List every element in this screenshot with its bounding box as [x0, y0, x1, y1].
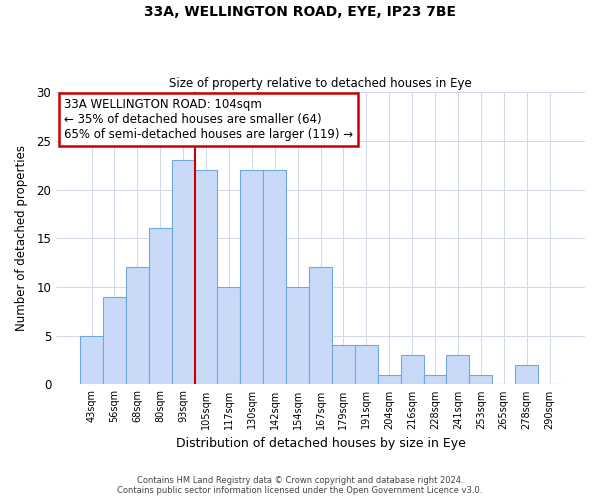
Title: Size of property relative to detached houses in Eye: Size of property relative to detached ho…: [169, 76, 472, 90]
Bar: [286, 287, 309, 384]
Bar: [446, 355, 469, 384]
Bar: [126, 268, 149, 384]
Bar: [332, 346, 355, 385]
Bar: [194, 170, 217, 384]
Bar: [172, 160, 194, 384]
Bar: [103, 296, 126, 384]
Bar: [263, 170, 286, 384]
Bar: [80, 336, 103, 384]
X-axis label: Distribution of detached houses by size in Eye: Distribution of detached houses by size …: [176, 437, 466, 450]
Text: 33A WELLINGTON ROAD: 104sqm
← 35% of detached houses are smaller (64)
65% of sem: 33A WELLINGTON ROAD: 104sqm ← 35% of det…: [64, 98, 353, 141]
Bar: [149, 228, 172, 384]
Text: Contains HM Land Registry data © Crown copyright and database right 2024.
Contai: Contains HM Land Registry data © Crown c…: [118, 476, 482, 495]
Y-axis label: Number of detached properties: Number of detached properties: [15, 145, 28, 331]
Bar: [309, 268, 332, 384]
Bar: [378, 374, 401, 384]
Bar: [469, 374, 492, 384]
Bar: [355, 346, 378, 385]
Text: 33A, WELLINGTON ROAD, EYE, IP23 7BE: 33A, WELLINGTON ROAD, EYE, IP23 7BE: [144, 5, 456, 19]
Bar: [401, 355, 424, 384]
Bar: [424, 374, 446, 384]
Bar: [217, 287, 241, 384]
Bar: [241, 170, 263, 384]
Bar: [515, 365, 538, 384]
